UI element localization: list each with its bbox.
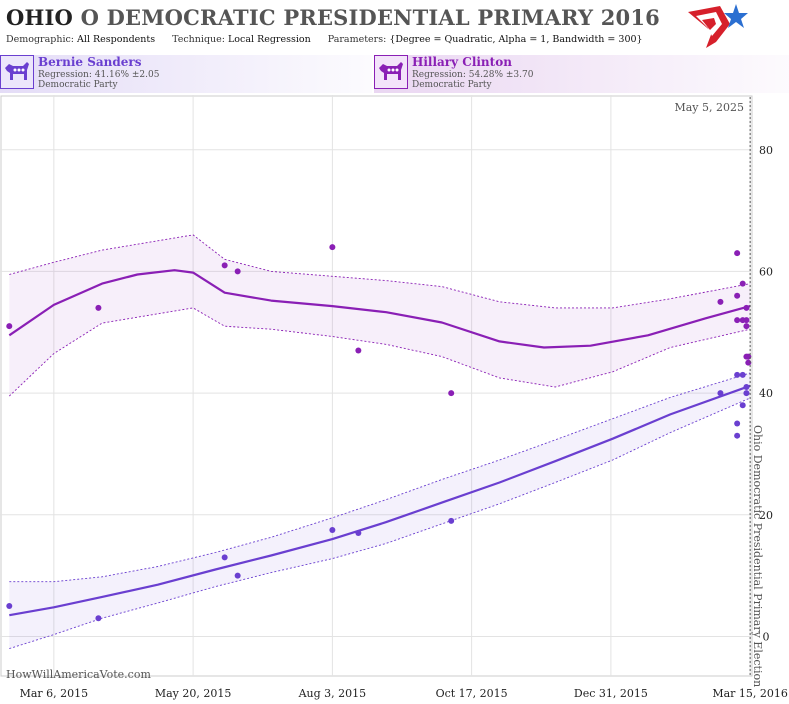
hillary-clinton-trend-line (8, 269, 751, 349)
bernie-sanders-poll-point (355, 530, 362, 537)
hillary-clinton-poll-point (95, 304, 102, 311)
democratic-donkey-icon (374, 55, 408, 89)
bernie-sanders-poll-point (717, 390, 724, 397)
hillary-clinton-poll-point (739, 280, 746, 287)
x-tick-label: May 20, 2015 (155, 687, 232, 700)
bernie-sanders-poll-point (6, 603, 13, 610)
technique-value: Local Regression (228, 34, 311, 45)
hillary-clinton-poll-point (734, 292, 741, 299)
bernie-sanders-poll-point (739, 402, 746, 409)
hillary-clinton-poll-point (743, 304, 750, 311)
candidate-party: Democratic Party (38, 80, 118, 90)
y-tick-label: 0 (763, 630, 770, 643)
y-tick-label: 60 (759, 265, 773, 278)
x-axis-labels: Mar 6, 2015 May 20, 2015 Aug 3, 2015 Oct 17… (20, 687, 788, 700)
hillary-clinton-poll-point (6, 323, 13, 330)
bernie-sanders-poll-point (234, 572, 241, 579)
confidence-bands (8, 234, 751, 650)
hillary-clinton-poll-point (355, 347, 362, 354)
page-title: OHIO O DEMOCRATIC PRESIDENTIAL PRIMARY 2… (6, 5, 660, 30)
candidate-regression: Regression: 41.16% ±2.05 (38, 70, 160, 80)
watermark: HowWillAmericaVote.com (6, 668, 151, 681)
election-event-label: Ohio Democratic Presidential Primary Ele… (751, 425, 764, 687)
parameters-label: Parameters: (327, 34, 387, 45)
hillary-clinton-poll-point (234, 268, 241, 275)
bernie-sanders-confidence-band (9, 373, 751, 649)
x-tick-label: Oct 17, 2015 (436, 687, 508, 700)
bernie-sanders-poll-point (743, 384, 750, 391)
demographic-value: All Respondents (77, 34, 156, 45)
bernie-sanders-poll-point (329, 526, 336, 533)
star-flag-logo-icon (688, 4, 748, 48)
polling-chart: 0 20 40 60 80 Mar 6, 2015 May 20, 2015 Aug 3, … (0, 95, 788, 700)
x-tick-label: Dec 31, 2015 (574, 687, 648, 700)
demographic-label: Demographic: (6, 34, 75, 45)
hillary-clinton-poll-point (448, 390, 455, 397)
plot-frame (0, 95, 753, 677)
hillary-clinton-poll-point (717, 298, 724, 305)
parameters-line: Demographic: All Respondents Technique: … (6, 34, 657, 45)
candidate-name: Bernie Sanders (38, 55, 142, 69)
hillary-clinton-poll-point (221, 262, 228, 269)
bernie-sanders-poll-point (743, 390, 750, 397)
hillary-clinton-confidence-band (9, 234, 751, 397)
gridlines (0, 95, 752, 676)
x-tick-label: Aug 3, 2015 (298, 687, 367, 700)
bernie-sanders-poll-point (734, 371, 741, 378)
democratic-donkey-icon (0, 55, 34, 89)
bernie-sanders-poll-point (734, 432, 741, 439)
technique-label: Technique: (172, 34, 225, 45)
hillary-clinton-poll-point (329, 244, 336, 251)
bernie-sanders-poll-point (734, 420, 741, 427)
bernie-sanders-poll-point (739, 371, 746, 378)
bernie-sanders-poll-point (448, 517, 455, 524)
today-date-label: May 5, 2025 (674, 101, 744, 114)
hillary-clinton-band-upper (9, 234, 751, 309)
hillary-clinton-poll-point (743, 317, 750, 324)
candidate-card-sanders: Bernie Sanders Regression: 41.16% ±2.05 … (0, 55, 372, 93)
hillary-clinton-poll-point (743, 323, 750, 330)
hillary-clinton-poll-point (734, 317, 741, 324)
candidate-card-clinton: Hillary Clinton Regression: 54.28% ±3.70… (374, 55, 789, 93)
hillary-clinton-poll-point (734, 250, 741, 257)
candidate-legend: Bernie Sanders Regression: 41.16% ±2.05 … (0, 55, 789, 93)
bernie-sanders-poll-point (95, 615, 102, 622)
x-tick-label: Mar 6, 2015 (20, 687, 89, 700)
candidate-party: Democratic Party (412, 80, 492, 90)
candidate-name: Hillary Clinton (412, 55, 512, 69)
x-tick-label: Mar 15, 2016 (712, 687, 788, 700)
parameters-value: {Degree = Quadratic, Alpha = 1, Bandwidt… (389, 34, 643, 45)
state-name: OHIO (6, 5, 74, 30)
race-title: O DEMOCRATIC PRESIDENTIAL PRIMARY 2016 (73, 5, 660, 30)
chart-header: OHIO O DEMOCRATIC PRESIDENTIAL PRIMARY 2… (0, 0, 789, 54)
bernie-sanders-poll-point (221, 554, 228, 561)
y-tick-label: 80 (759, 144, 773, 157)
y-tick-label: 40 (759, 387, 773, 400)
y-axis-labels: 0 20 40 60 80 (759, 144, 773, 644)
y-tick-label: 20 (759, 509, 773, 522)
candidate-regression: Regression: 54.28% ±3.70 (412, 70, 534, 80)
